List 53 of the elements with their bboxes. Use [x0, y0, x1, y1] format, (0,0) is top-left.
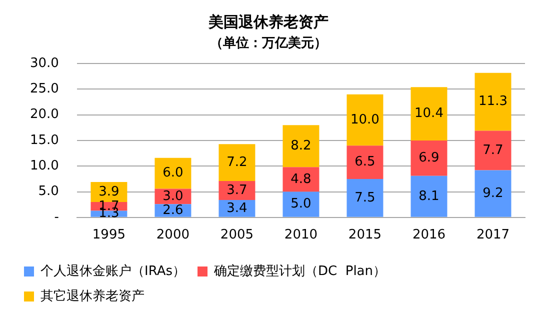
x-tick-label: 2000 — [156, 228, 190, 243]
y-tick-label: 30.0 — [30, 56, 59, 71]
y-tick-label: 20.0 — [30, 107, 59, 122]
data-label: 10.0 — [350, 112, 380, 128]
y-tick-label: - — [54, 210, 60, 225]
x-tick-label: 2015 — [348, 228, 382, 243]
data-label: 5.0 — [290, 196, 312, 212]
bar — [154, 158, 192, 189]
bar — [282, 167, 320, 192]
bar — [410, 140, 448, 176]
data-label: 8.2 — [290, 138, 312, 154]
data-label: 4.8 — [290, 172, 312, 187]
bar — [282, 125, 320, 168]
bar — [346, 94, 384, 146]
data-label: 3.4 — [226, 200, 248, 216]
bar — [218, 144, 256, 181]
y-tick-label: 15.0 — [30, 132, 59, 148]
bar — [346, 178, 384, 217]
data-label: 6.9 — [418, 150, 440, 166]
data-label: 9.2 — [482, 186, 504, 201]
bar — [282, 192, 320, 217]
chart-title: 美国退休养老资产 — [208, 12, 328, 31]
data-label: 7.2 — [226, 154, 248, 170]
chart-subtitle: （单位：万亿美元） — [210, 35, 327, 52]
y-tick-label: 25.0 — [30, 82, 59, 97]
bar — [410, 176, 448, 217]
data-label: 11.3 — [478, 94, 508, 110]
data-label: 6.5 — [354, 154, 376, 170]
legend-label: 其它退休养老资产 — [40, 288, 144, 304]
data-label: 7.7 — [482, 142, 504, 158]
bar — [410, 87, 448, 140]
bar — [474, 130, 512, 170]
legend-label: 个人退休金账户（IRAs） — [40, 264, 186, 279]
data-label: 10.4 — [414, 106, 444, 122]
data-label: 6.0 — [162, 166, 184, 181]
x-tick-label: 2016 — [412, 228, 446, 243]
x-tick-label: 2005 — [220, 228, 254, 243]
y-tick-label: 5.0 — [38, 184, 59, 200]
bar — [346, 146, 384, 179]
data-label: 7.5 — [354, 190, 376, 206]
x-tick-label: 2010 — [284, 228, 318, 243]
x-tick-label: 2017 — [476, 228, 510, 243]
data-label: 2.6 — [162, 202, 184, 218]
data-label: 3.7 — [226, 182, 248, 198]
legend-label: 确定缴费型计划（DC Plan） — [213, 264, 386, 279]
data-label: 8.1 — [418, 188, 440, 204]
x-tick-label: 1995 — [92, 228, 126, 243]
bar — [218, 181, 256, 200]
bar — [474, 72, 512, 131]
bar — [474, 170, 512, 217]
y-tick-label: 10.0 — [30, 158, 59, 174]
data-label: 3.0 — [162, 188, 184, 204]
data-label: 3.9 — [98, 184, 120, 200]
